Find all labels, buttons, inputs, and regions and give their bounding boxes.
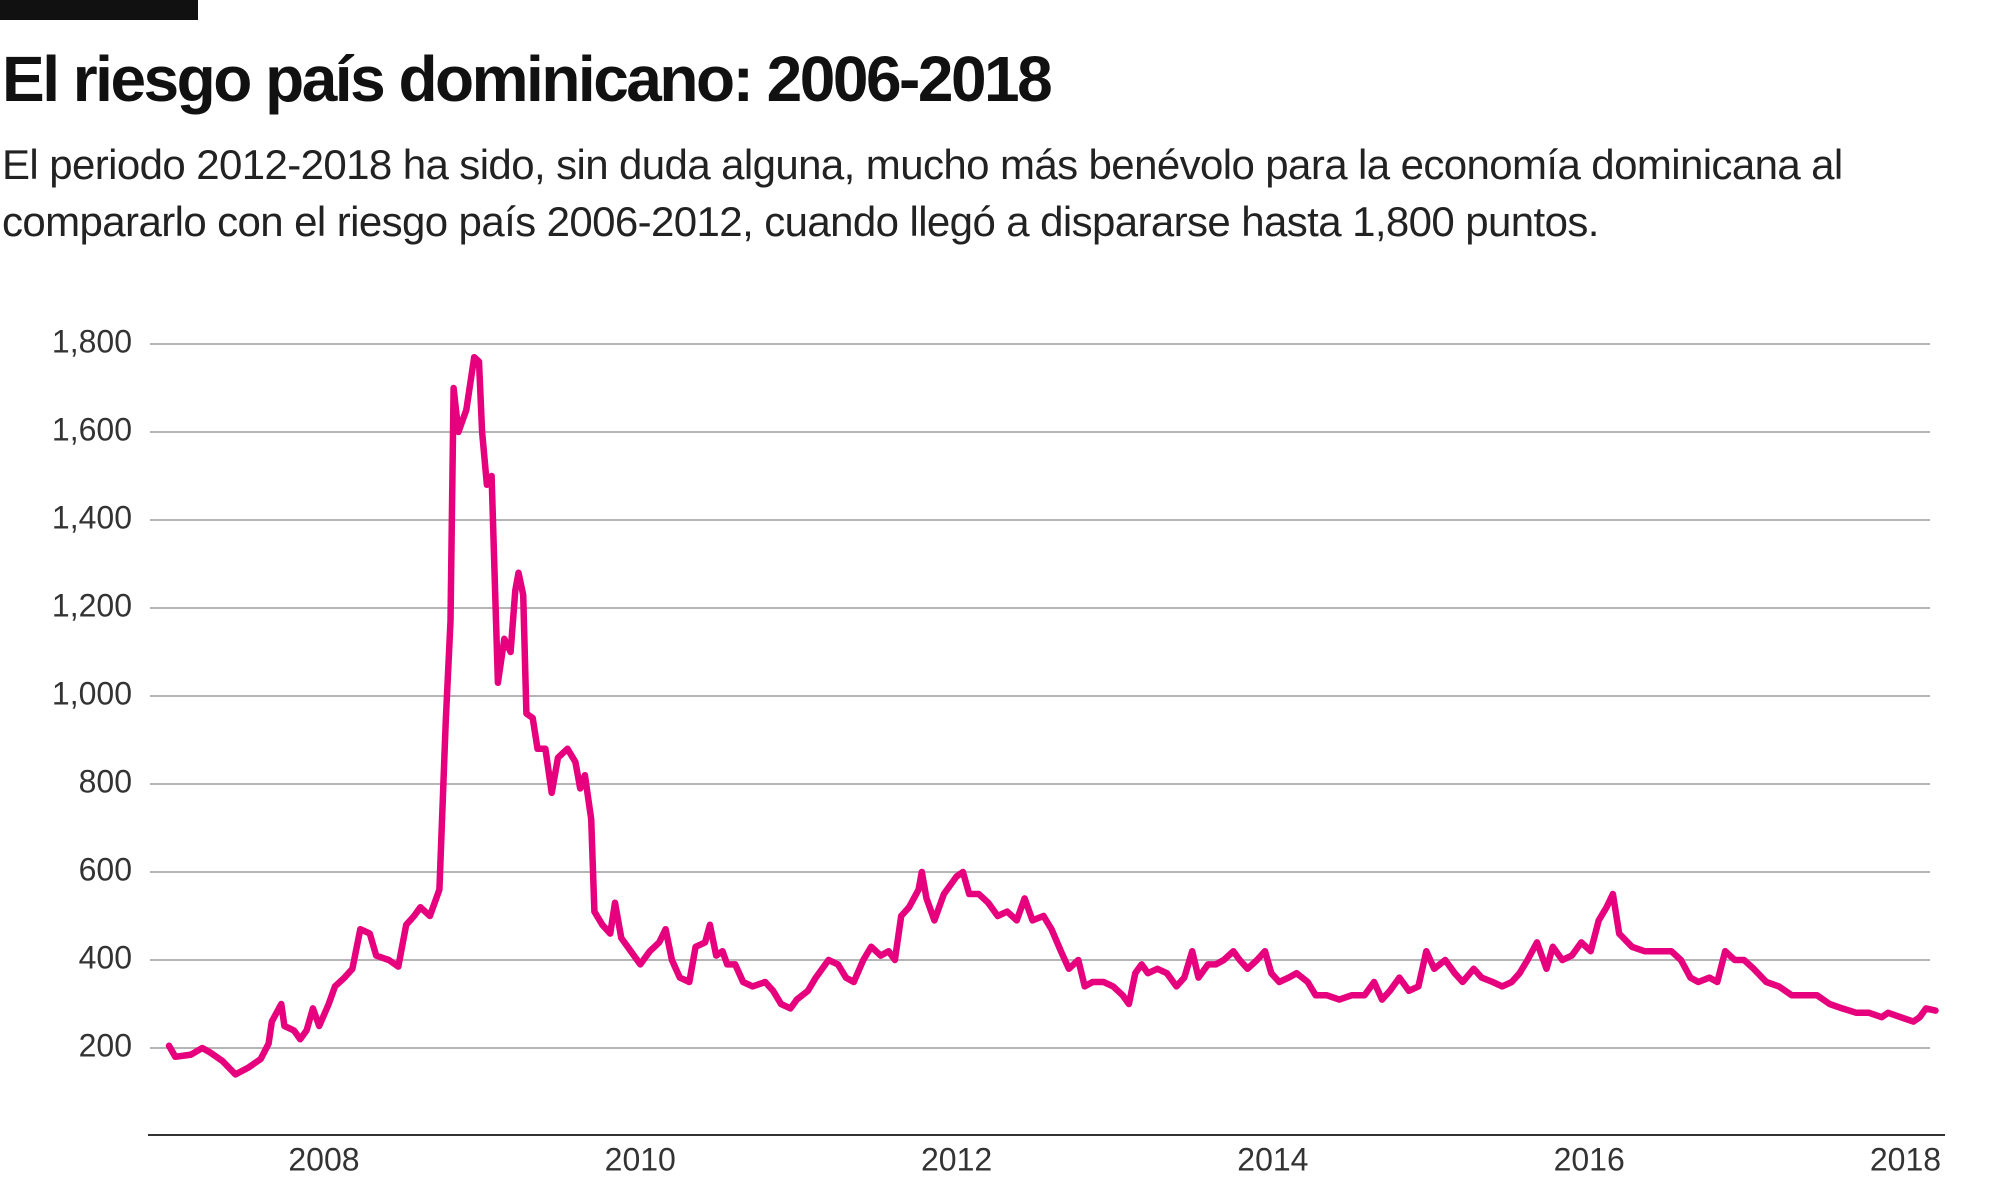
- x-tick-label: 2012: [921, 1141, 992, 1177]
- x-tick-label: 2018: [1870, 1141, 1941, 1177]
- x-tick-label: 2014: [1237, 1141, 1308, 1177]
- chart-title: El riesgo país dominicano: 2006-2018: [2, 43, 1053, 115]
- y-tick-label: 400: [79, 939, 132, 975]
- y-tick-label: 1,400: [52, 499, 132, 535]
- y-tick-label: 1,600: [52, 411, 132, 447]
- y-tick-label: 600: [79, 851, 132, 887]
- chart-subtitle: El periodo 2012-2018 ha sido, sin duda a…: [2, 141, 1843, 245]
- y-tick-label: 1,200: [52, 587, 132, 623]
- x-tick-label: 2016: [1554, 1141, 1625, 1177]
- y-tick-label: 1,800: [52, 323, 132, 359]
- y-tick-label: 200: [79, 1027, 132, 1063]
- header-bar: [0, 0, 198, 20]
- x-tick-label: 2008: [288, 1141, 359, 1177]
- data-line: [165, 353, 1939, 1078]
- x-tick-label: 2010: [605, 1141, 676, 1177]
- y-tick-label: 1,000: [52, 675, 132, 711]
- y-tick-label: 800: [79, 763, 132, 799]
